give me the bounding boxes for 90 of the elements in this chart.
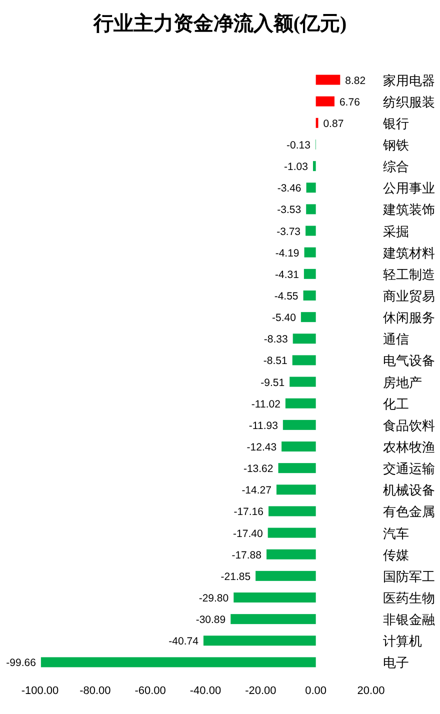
- data-label: -3.46: [277, 182, 302, 195]
- data-label: -17.16: [234, 506, 264, 518]
- data-label: -40.74: [168, 636, 199, 648]
- bar: [292, 355, 316, 366]
- y-tick-label: 电气设备: [383, 353, 435, 368]
- y-tick-label: 采掘: [383, 224, 409, 239]
- bar: [268, 506, 316, 516]
- y-tick-label: 电子: [383, 655, 409, 670]
- bar: [304, 268, 316, 279]
- bar: [316, 74, 340, 85]
- bar: [282, 420, 316, 430]
- data-label: -12.43: [246, 442, 277, 454]
- y-tick-label: 计算机: [383, 634, 422, 649]
- y-tick-label: 银行: [382, 116, 409, 131]
- data-label: -17.88: [232, 549, 262, 562]
- bar: [292, 334, 316, 344]
- x-tick-label: -100.00: [21, 685, 59, 697]
- bar: [285, 398, 316, 408]
- data-label: -14.27: [242, 484, 272, 497]
- data-label: -8.51: [263, 355, 288, 368]
- bar: [306, 226, 316, 236]
- y-tick-label: 化工: [383, 396, 409, 412]
- bar: [234, 592, 316, 602]
- data-label: -4.31: [275, 268, 300, 281]
- bar: [278, 463, 316, 474]
- bar: [290, 376, 316, 387]
- bar: [300, 312, 316, 322]
- bar: [276, 484, 316, 495]
- x-tick-label: -80.00: [80, 685, 111, 697]
- data-label: -4.55: [274, 290, 298, 302]
- data-label: -0.13: [286, 140, 311, 152]
- y-tick-label: 医药生物: [383, 590, 435, 606]
- data-label: -4.19: [275, 247, 300, 260]
- y-tick-label: 钢铁: [382, 138, 409, 152]
- y-tick-label: 传媒: [383, 547, 409, 562]
- y-tick-label: 交通运输: [383, 461, 435, 476]
- bar: [282, 442, 316, 452]
- bar: [306, 182, 316, 193]
- bar: [266, 549, 316, 560]
- bar: [304, 247, 316, 258]
- data-label: -99.66: [6, 657, 36, 670]
- bar: [312, 161, 316, 172]
- bar: [256, 570, 316, 581]
- y-tick-label: 休闲服务: [383, 310, 435, 326]
- data-label: -11.02: [251, 398, 281, 410]
- bar: [268, 528, 316, 538]
- data-label: -30.89: [196, 614, 226, 626]
- y-tick-label: 通信: [383, 332, 409, 347]
- data-label: -13.62: [243, 463, 274, 476]
- x-tick-label: -20.00: [245, 685, 276, 697]
- y-tick-label: 商业贸易: [383, 288, 435, 304]
- y-tick-label: 食品饮料: [383, 418, 435, 433]
- y-tick-label: 建筑材料: [382, 245, 435, 260]
- y-tick-label: 非银金融: [383, 612, 435, 628]
- bar: [40, 657, 316, 668]
- y-tick-label: 建筑装饰: [382, 202, 435, 218]
- bar: [306, 204, 316, 214]
- bar: [203, 636, 316, 646]
- y-tick-label: 综合: [383, 159, 409, 174]
- y-tick-label: 房地产: [383, 374, 422, 390]
- y-tick-label: 有色金属: [383, 504, 435, 520]
- y-tick-label: 公用事业: [383, 180, 435, 196]
- data-label: -11.93: [248, 420, 278, 432]
- data-label: -3.73: [276, 226, 301, 238]
- data-label: -21.85: [220, 570, 251, 583]
- data-label: 8.82: [345, 74, 366, 87]
- y-tick-label: 国防军工: [383, 568, 435, 584]
- bar: [230, 614, 316, 624]
- data-label: -3.53: [277, 204, 302, 216]
- chart-title: 行业主力资金净流入额(亿元): [92, 12, 347, 35]
- x-tick-label: 0.00: [305, 685, 327, 697]
- x-tick-label: 20.00: [357, 685, 385, 697]
- data-label: -5.40: [272, 312, 296, 324]
- data-label: -29.80: [198, 592, 229, 604]
- data-label: -1.03: [284, 161, 308, 174]
- y-tick-label: 农林牧渔: [383, 440, 435, 454]
- data-label: 6.76: [339, 96, 360, 108]
- bar: [316, 96, 334, 106]
- data-label: -8.33: [264, 334, 288, 346]
- y-tick-label: 机械设备: [383, 482, 435, 498]
- y-tick-label: 家用电器: [383, 72, 435, 88]
- data-label: -9.51: [260, 376, 285, 389]
- y-tick-label: 汽车: [383, 526, 409, 541]
- bar: [303, 290, 316, 300]
- x-tick-label: -60.00: [134, 685, 166, 697]
- y-tick-label: 轻工制造: [383, 266, 435, 282]
- x-tick-label: -40.00: [190, 685, 222, 697]
- y-tick-label: 纺织服装: [383, 94, 435, 110]
- data-label: 0.87: [323, 118, 344, 130]
- data-label: -17.40: [233, 528, 263, 540]
